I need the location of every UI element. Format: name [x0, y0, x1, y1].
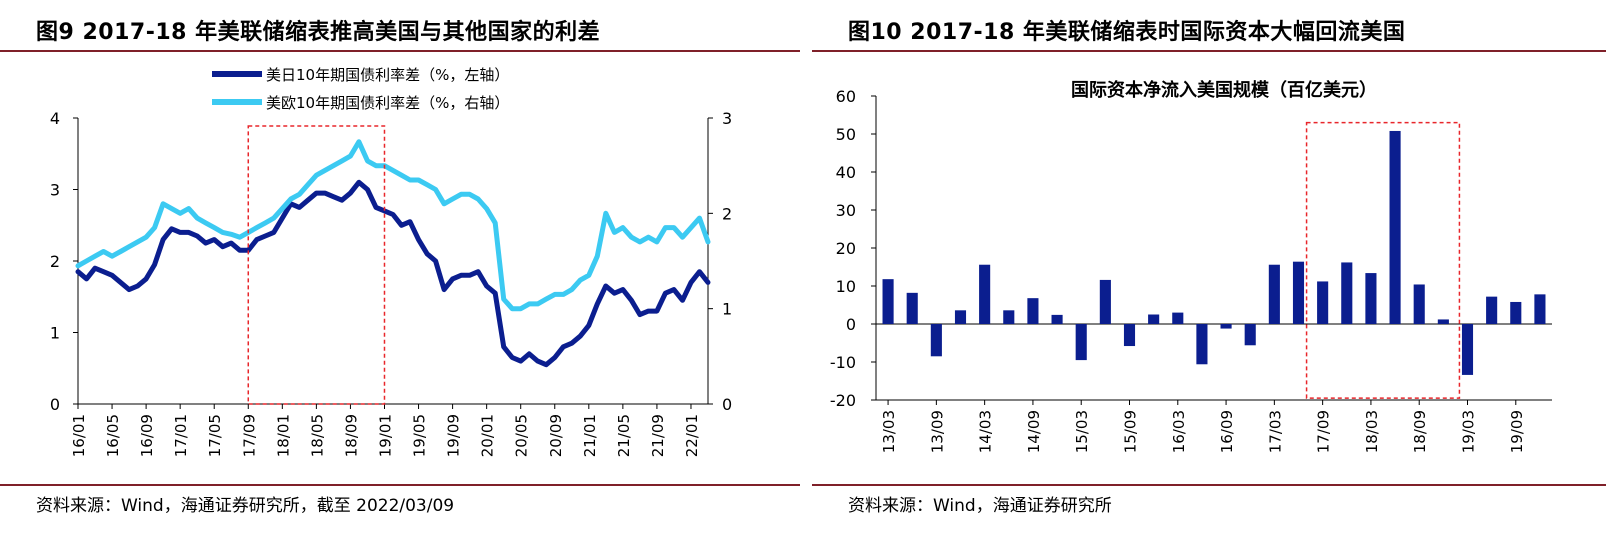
- highlight-box: [1305, 121, 1461, 399]
- bar: [1196, 324, 1208, 365]
- legend-label-1: 美日10年期国债利率差（%，左轴）: [266, 66, 509, 84]
- bar: [1510, 301, 1522, 324]
- y-tick-label: 50: [836, 125, 856, 144]
- bar: [979, 264, 991, 324]
- left-y-tick-label: 4: [50, 109, 60, 128]
- bar: [1099, 279, 1111, 324]
- right-y-tick-label: 0: [722, 395, 732, 414]
- bar: [1003, 310, 1015, 324]
- bar: [906, 292, 918, 324]
- bar: [1389, 130, 1401, 324]
- legend-label-2: 美欧10年期国债利率差（%，右轴）: [266, 94, 509, 112]
- bar: [1461, 324, 1474, 375]
- highlight-box: [247, 125, 386, 405]
- x-tick-label: 16/03: [1170, 410, 1188, 453]
- x-tick-label: 14/09: [1025, 410, 1043, 453]
- bar: [1317, 281, 1329, 324]
- right-y-tick-label: 1: [722, 300, 732, 319]
- x-tick-label: 19/09: [1508, 410, 1526, 453]
- bar-chart-title: 国际资本净流入美国规模（百亿美元）: [1071, 79, 1377, 101]
- bar: [954, 310, 967, 324]
- left-figure-title: 图9 2017-18 年美联储缩表推高美国与其他国家的利差: [0, 14, 800, 52]
- left-y-tick-label: 2: [50, 252, 60, 271]
- left-y-tick-label: 1: [50, 324, 60, 343]
- bar: [1292, 261, 1305, 324]
- bar: [882, 279, 894, 324]
- x-tick-label: 20/01: [479, 414, 497, 457]
- x-tick-label: 15/03: [1073, 410, 1091, 453]
- right-figure-title: 图10 2017-18 年美联储缩表时国际资本大幅回流美国: [812, 14, 1606, 52]
- y-tick-label: -20: [830, 391, 856, 410]
- y-tick-label: -10: [830, 353, 856, 372]
- bar: [1365, 273, 1377, 324]
- right-y-tick-label: 2: [722, 204, 732, 223]
- x-tick-label: 16/05: [104, 414, 122, 457]
- x-tick-label: 21/05: [615, 414, 633, 457]
- bar: [1172, 312, 1184, 324]
- x-tick-label: 13/09: [928, 410, 946, 453]
- x-tick-label: 18/03: [1363, 410, 1381, 453]
- bar: [1051, 314, 1063, 324]
- bar: [1413, 284, 1425, 324]
- right-figure-source: 资料来源：Wind，海通证券研究所: [812, 484, 1606, 524]
- y-tick-label: 40: [836, 163, 856, 182]
- bar: [1148, 314, 1160, 324]
- bar: [930, 324, 942, 357]
- y-tick-label: 30: [836, 201, 856, 220]
- x-tick-label: 16/09: [138, 414, 156, 457]
- bar-chart: 国际资本净流入美国规模（百亿美元） -20 -10 0 10 20 30 40 50 60 13/0…: [830, 79, 1552, 453]
- y-tick-label: 20: [836, 239, 856, 258]
- y-tick-label: 0: [846, 315, 856, 334]
- x-tick-label: 18/09: [342, 414, 360, 457]
- x-tick-label: 19/03: [1460, 410, 1478, 453]
- bar: [1220, 324, 1232, 329]
- x-tick-label: 15/09: [1122, 410, 1140, 453]
- x-tick-label: 17/05: [206, 414, 224, 457]
- bar: [1341, 262, 1353, 324]
- x-tick-label: 16/09: [1218, 410, 1236, 453]
- bar: [1534, 294, 1546, 324]
- bar: [1123, 324, 1136, 347]
- left-y-tick-label: 0: [50, 395, 60, 414]
- x-tick-label: 17/01: [172, 414, 190, 457]
- y-tick-label: 60: [836, 87, 856, 106]
- left-figure-panel: 图9 2017-18 年美联储缩表推高美国与其他国家的利差 0 1 2 3 4 0 1 2 3 1…: [0, 0, 800, 540]
- bar: [1437, 319, 1449, 324]
- x-tick-label: 19/09: [445, 414, 463, 457]
- x-tick-label: 20/09: [547, 414, 565, 457]
- x-tick-label: 21/01: [581, 414, 599, 457]
- x-tick-label: 19/01: [376, 414, 394, 457]
- bar: [1244, 324, 1256, 346]
- x-tick-label: 17/09: [1315, 410, 1333, 453]
- series-line-2: [75, 139, 711, 312]
- x-tick-label: 18/01: [274, 414, 292, 457]
- x-tick-label: 13/03: [880, 410, 898, 453]
- x-tick-label: 20/05: [513, 414, 531, 457]
- y-tick-label: 10: [836, 277, 856, 296]
- bar: [1268, 264, 1280, 324]
- left-figure-source: 资料来源：Wind，海通证券研究所，截至 2022/03/09: [0, 484, 800, 524]
- x-tick-label: 22/01: [683, 414, 701, 457]
- series-line-1: [75, 179, 711, 368]
- x-tick-label: 14/03: [977, 410, 995, 453]
- left-y-tick-label: 3: [50, 181, 60, 200]
- x-tick-label: 18/09: [1411, 410, 1429, 453]
- x-tick-label: 18/05: [308, 414, 326, 457]
- x-tick-label: 19/05: [411, 414, 429, 457]
- x-tick-label: 17/09: [240, 414, 258, 457]
- right-y-tick-label: 3: [722, 109, 732, 128]
- x-tick-label: 16/01: [70, 414, 88, 457]
- bar: [1075, 324, 1087, 361]
- x-tick-label: 21/09: [649, 414, 667, 457]
- bar: [1486, 296, 1498, 324]
- x-tick-label: 17/03: [1266, 410, 1284, 453]
- bar: [1027, 298, 1039, 324]
- line-chart: 0 1 2 3 4 0 1 2 3 16/01 16/05 16/09 17/01 17/05 17/09 1…: [50, 66, 732, 457]
- right-figure-panel: 图10 2017-18 年美联储缩表时国际资本大幅回流美国 国际资本净流入美国规…: [812, 0, 1606, 540]
